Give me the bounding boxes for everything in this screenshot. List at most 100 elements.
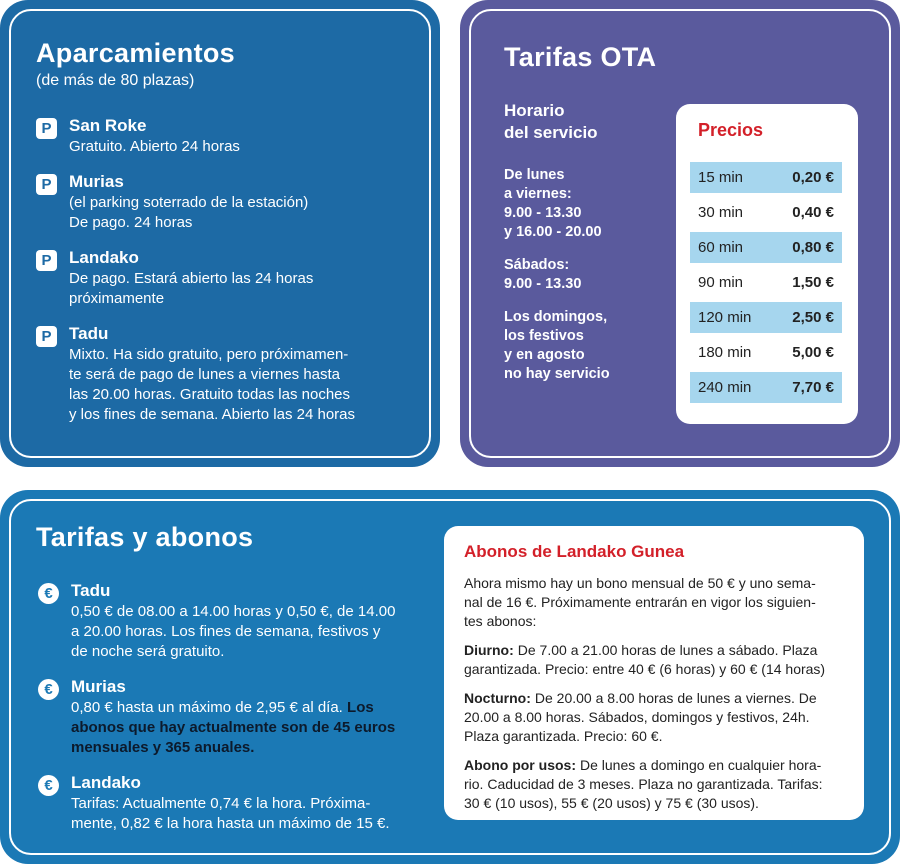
schedule-line: a viernes: [504,186,572,202]
item-line: De pago. Estará abierto las 24 horas [69,270,314,287]
passes-line: tes abonos: [464,612,844,631]
passes-paragraph: Nocturno: De 20.00 a 8.00 horas de lunes … [464,689,844,746]
passes-paragraph: Abono por usos: De lunes a domingo en cua… [464,756,844,813]
schedule: Horario del servicio De lunes a viernes: 9.0… [504,100,610,398]
passes-text: tes abonos: [464,613,537,629]
price-row: 180 min 5,00 € [690,337,842,368]
item-note: Los [347,699,374,716]
passes-label: Abono por usos: [464,757,576,773]
price-amount: 2,50 € [792,309,834,326]
item-line: (el parking soterrado de la estación) [69,194,309,211]
item-line: próximamente [69,290,165,307]
passes-text: De 7.00 a 21.00 horas de lunes a sábado.… [517,642,818,658]
passes-text: nal de 16 €. Próximamente entrarán en vi… [464,594,816,610]
price-amount: 7,70 € [792,379,834,396]
schedule-block: Sábados: 9.00 - 13.30 [504,256,610,294]
item-icon: € [38,775,59,796]
schedule-block: Los domingos, los festivos y en agosto no h… [504,308,610,384]
panel-title: Aparcamientos [36,38,235,68]
price-duration: 180 min [698,344,752,361]
item-name: Landako [71,773,141,792]
price-duration: 30 min [698,204,744,221]
passes-text: Plaza garantizada. Precio: 60 €. [464,728,663,744]
schedule-line: Los domingos, [504,309,608,325]
passes-text: Ahora mismo hay un bono mensual de 50 € … [464,575,816,591]
passes-line: Nocturno: De 20.00 a 8.00 horas de lunes … [464,689,844,708]
passes-line: nal de 16 €. Próximamente entrarán en vi… [464,593,844,612]
list-item: P Murias (el parking soterrado de la estac… [36,171,355,233]
passes-paragraph: Diurno: De 7.00 a 21.00 horas de lunes a … [464,641,844,679]
passes-label: Diurno: [464,642,514,658]
schedule-line: y en agosto [504,347,585,363]
item-line: De pago. 24 horas [69,214,193,231]
list-item: € Landako Tarifas: Actualmente 0,74 € la h… [38,772,395,834]
price-amount: 0,80 € [792,239,834,256]
passes-line: Ahora mismo hay un bono mensual de 50 € … [464,574,844,593]
passes-line: 30 € (10 usos), 55 € (20 usos) y 75 € (3… [464,794,844,813]
ota-panel: Tarifas OTA Horario del servicio De lunes a… [460,0,900,467]
price-row: 240 min 7,70 € [690,372,842,403]
schedule-heading: Horario del servicio [504,100,610,144]
passes-line: garantizada. Precio: entre 40 € (6 horas… [464,660,844,679]
list-item: € Tadu 0,50 € de 08.00 a 14.00 horas y 0,5… [38,580,395,662]
item-name: Landako [69,248,139,267]
price-row: 30 min 0,40 € [690,197,842,228]
passes-text: De lunes a domingo en cualquier hora- [580,757,822,773]
list-item: P Landako De pago. Estará abierto las 24 h… [36,247,355,309]
item-name: San Roke [69,116,147,135]
passes-line: rio. Caducidad de 3 meses. Plaza no gara… [464,775,844,794]
price-row: 120 min 2,50 € [690,302,842,333]
panel-title: Tarifas OTA [504,42,657,72]
schedule-block: De lunes a viernes: 9.00 - 13.30 y 16.00 - … [504,166,610,242]
passes-line: 20.00 a 8.00 horas. Sábados, domingos y … [464,708,844,727]
schedule-line: no hay servicio [504,366,610,382]
item-name: Tadu [69,324,109,343]
item-icon: € [38,583,59,604]
item-name: Murias [69,172,124,191]
parking-panel: Aparcamientos (de más de 80 plazas) P San… [0,0,440,467]
price-duration: 60 min [698,239,744,256]
item-icon: € [38,679,59,700]
item-line: 0,50 € de 08.00 a 14.00 horas y 0,50 €, … [71,603,396,620]
price-amount: 0,20 € [792,169,834,186]
item-line: Tarifas: Actualmente 0,74 € la hora. Pró… [71,795,371,812]
price-duration: 15 min [698,169,744,186]
price-duration: 240 min [698,379,752,396]
item-line: de noche será gratuito. [71,643,225,660]
passes-text: garantizada. Precio: entre 40 € (6 horas… [464,661,826,677]
fees-panel: Tarifas y abonos € Tadu 0,50 € de 08.00 a … [0,490,900,864]
item-line: y los fines de semana. Abierto las 24 ho… [69,406,355,423]
item-icon: P [36,174,57,195]
item-line: las 20.00 horas. Gratuito todas las noch… [69,386,351,403]
schedule-line: 9.00 - 13.30 [504,276,582,292]
panel-title: Tarifas y abonos [36,522,254,552]
list-item: P Tadu Mixto. Ha sido gratuito, pero próxi… [36,323,355,425]
heading-line: del servicio [504,123,598,142]
item-note: mensuales y 365 anuales. [71,739,255,756]
schedule-line: 9.00 - 13.30 [504,205,582,221]
item-line: mente, 0,82 € la hora hasta un máximo de… [71,815,390,832]
parking-list: P San Roke Gratuito. Abierto 24 horas P Muri… [36,115,355,439]
item-line: te será de pago de lunes a viernes hasta [69,366,341,383]
schedule-line: y 16.00 - 20.00 [504,224,602,240]
prices-card: Precios 15 min 0,20 € 30 min 0,40 € 60 min 0,… [676,104,858,424]
passes-title: Abonos de Landako Gunea [464,542,685,561]
item-name: Murias [71,677,126,696]
passes-text: 20.00 a 8.00 horas. Sábados, domingos y … [464,709,810,725]
item-icon: P [36,250,57,271]
passes-line: Diurno: De 7.00 a 21.00 horas de lunes a … [464,641,844,660]
passes-line: Abono por usos: De lunes a domingo en cua… [464,756,844,775]
price-row: 90 min 1,50 € [690,267,842,298]
price-duration: 120 min [698,309,752,326]
schedule-line: De lunes [504,167,565,183]
price-amount: 0,40 € [792,204,834,221]
passes-line: Plaza garantizada. Precio: 60 €. [464,727,844,746]
schedule-line: los festivos [504,328,584,344]
schedule-line: Sábados: [504,257,570,273]
list-item: P San Roke Gratuito. Abierto 24 horas [36,115,355,157]
item-name: Tadu [71,581,111,600]
item-note: abonos que hay actualmente son de 45 eur… [71,719,396,736]
list-item: € Murias 0,80 € hasta un máximo de 2,95 € … [38,676,395,758]
price-row: 60 min 0,80 € [690,232,842,263]
